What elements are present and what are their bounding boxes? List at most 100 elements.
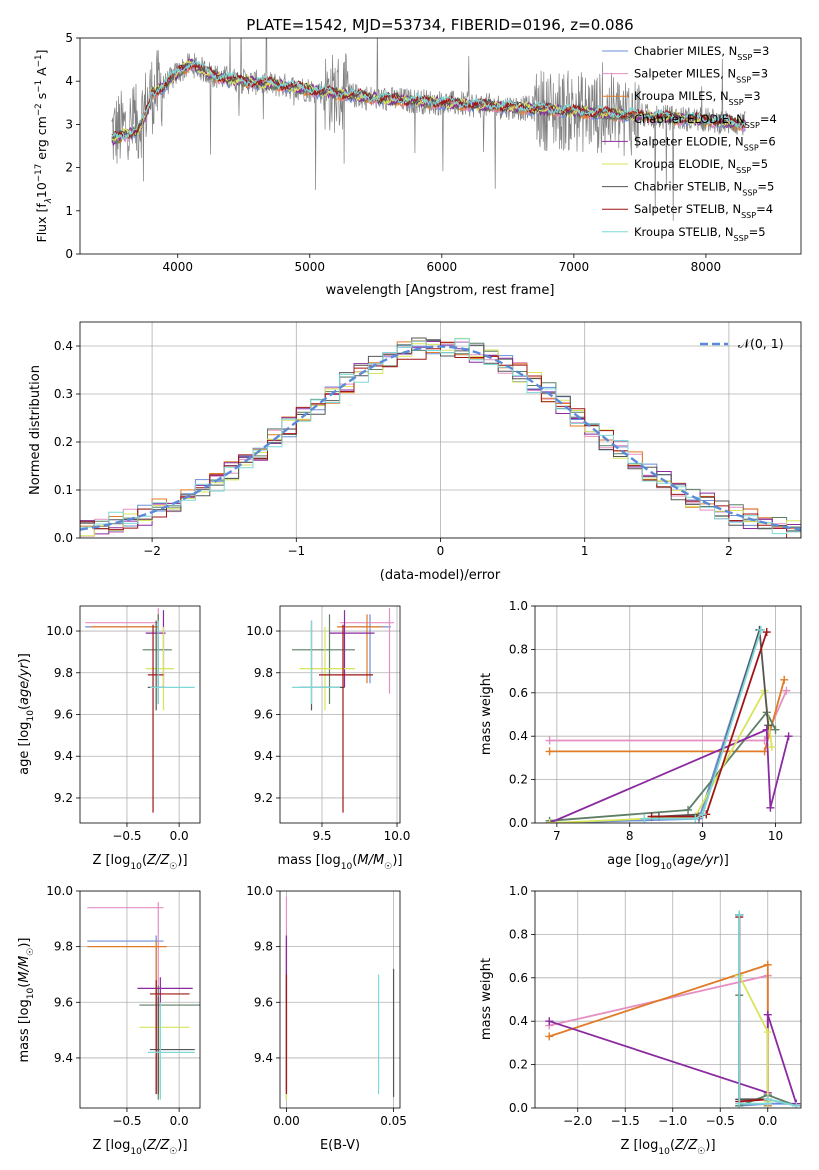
mass-ebv-frame [279,890,401,1109]
legend-label-part: Kroupa MILES, N [634,89,729,103]
errorbar-kroupa-stelib [147,1002,195,1100]
residuals-xtick-label: 0 [437,544,445,558]
weight-marker [792,1101,801,1108]
weight-marker [545,747,554,756]
legend-label-part: Salpeter STELIB, N [634,202,741,216]
legend-label-part: SSP [736,75,751,84]
weight-Z-xtick-label: −1.5 [611,1114,640,1128]
age-Z-ylabel-part: )] [17,653,32,663]
weight-marker [764,721,773,730]
residuals-ytick-label: 0.1 [54,483,73,497]
weight-Z-ytick-label: 0.2 [509,1058,528,1072]
age-mass-plot-area [280,606,400,823]
mass-Z-ylabel-part: 10 [26,988,36,1000]
age-mass-xtick-label: 9.5 [312,829,331,843]
weight-Z-ytick-label: 1.0 [509,884,528,898]
spectrum-xtick-label: 4000 [162,260,193,274]
mass-Z-ytick-label: 10.0 [46,884,73,898]
weight-line [738,917,768,1103]
age-Z-ylabel-part: 10 [26,710,36,722]
legend-label: Kroupa ELODIE, NSSP=5 [634,157,768,175]
weight-line [549,963,769,1106]
weight-marker [735,1099,744,1108]
weight-age-xtick-label: 8 [626,829,634,843]
residuals-ytick-label: 0.2 [54,435,73,449]
weight-Z-axes: −2.0 −1.5 −1.0 −0.5 0.0 0.0 0.2 0.4 0.6 0.8 1.0 Z [… [479,884,802,1157]
weight-marker [698,810,707,819]
errorbar-kroupa-elodie [145,626,174,711]
legend-label: Chabrier STELIB, NSSP=5 [634,180,774,198]
spectrum-ylabel-part: λ [44,198,54,204]
mass-ebv-xlabel: E(B-V) [320,1138,360,1153]
residuals-ytick-label: 0.4 [54,339,73,353]
legend-label-part: =6 [759,134,776,148]
legend-label-part: Chabrier STELIB, N [634,180,742,194]
mass-Z-xtick-label: −0.5 [112,1114,141,1128]
weight-age-ytick-label: 0.0 [509,816,528,830]
mass-ebv-axes: 0.00 0.05 9.4 9.6 9.8 10.0 E(B-V) [246,884,407,1153]
spectrum-ylabel-part: s [34,93,49,104]
weight-series-salpeter-miles [545,971,772,1108]
mass-Z-ytick-label: 9.4 [54,1051,73,1065]
age-mass-xlabel-part: mass [log [278,853,341,868]
spectrum-frame [79,37,802,255]
age-Z-ylabel: age [log10(age/yr)] [17,653,36,775]
age-Z-xlabel-part: ( [142,853,147,868]
normal-curve [80,345,801,531]
mass-Z-ylabel-part: ( [17,983,32,988]
legend-label-part: SSP [737,53,752,62]
weight-Z-xlabel-part: Z [log [620,1138,658,1153]
spectrum-ylabel: Flux [fλ10−17 erg cm−2 s−1 A−1] [34,50,54,243]
weight-marker [771,725,780,734]
mass-Z-ylabel-part: M/M [17,956,32,983]
errorbar-chabrier-elodie [292,614,355,705]
residuals-xlabel: (data-model)/error [380,568,501,583]
weight-Z-ytick-label: 0.0 [509,1101,528,1115]
weight-age-xtick-label: 10 [768,829,783,843]
residuals-xtick-label: −1 [287,544,305,558]
errorbar-kroupa-stelib [149,620,195,705]
spectrum-ytick-label: 2 [65,161,73,175]
legend-label: Chabrier MILES, NSSP=3 [634,44,769,62]
age-Z-ytick-label: 9.4 [54,749,73,763]
mass-Z-axes: −0.5 0.09.49.69.810.0Z [log10(Z/Z☉)]mass … [17,884,201,1157]
mass-Z-ylabel-part: mass [log [17,999,32,1062]
legend-label: Salpeter ELODIE, NSSP=6 [634,134,776,152]
weight-age-ytick-label: 0.4 [509,729,528,743]
weight-line [549,974,769,1106]
spectrum-ylabel-part: 10 [34,182,49,198]
spectrum-ylabel-part: −17 [34,164,44,182]
weight-marker [762,628,771,637]
weight-series-salpeter-stelib [735,913,772,1106]
legend-label-part: Kroupa STELIB, N [634,225,734,239]
residuals-xtick-label: 2 [725,544,733,558]
weight-Z-xlabel: Z [log10(Z/Z☉)] [620,1138,715,1157]
model-spectrum-kroupa-miles [111,60,746,145]
age-mass-xlabel-part: M/M [357,853,384,868]
weight-age-xtick-label: 7 [553,829,561,843]
errorbar-salpeter-miles [85,608,159,694]
model-spectrum-salpeter-elodie [111,58,746,147]
weight-line [738,975,769,1102]
weight-age-xlabel-part: age/yr [677,853,720,868]
legend-label-part: Salpeter ELODIE, N [634,134,744,148]
weight-Z-ylabel: mass weight [479,958,494,1040]
weight-Z-xtick-label: −1.0 [658,1114,687,1128]
legend-label-part: SSP [742,188,757,197]
mass-ebv-xtick-label: 0.00 [273,1114,300,1128]
spectrum-ylabel-part: −2 [34,103,44,116]
errorbar-chabrier-miles [87,935,164,1095]
spectrum-xtick-label: 7000 [559,260,590,274]
age-mass-ytick-label: 10.0 [246,624,273,638]
weight-Z-ytick-label: 0.4 [509,1014,528,1028]
legend-label-part: =4 [756,202,773,216]
errorbar-chabrier-stelib [147,620,165,711]
residuals-xtick-label: 1 [581,544,589,558]
legend-label: Kroupa MILES, NSSP=3 [634,89,761,107]
spectrum-ytick-label: 5 [65,31,73,45]
weight-marker [766,803,775,812]
weight-Z-xtick-label: −2.0 [563,1114,592,1128]
mass-Z-xlabel-part: ( [142,1138,147,1153]
residuals-xtick-label: −2 [143,544,161,558]
